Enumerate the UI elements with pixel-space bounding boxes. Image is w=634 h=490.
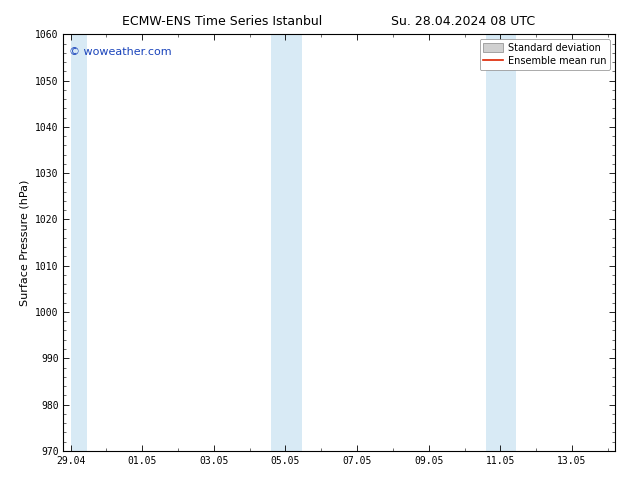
- Y-axis label: Surface Pressure (hPa): Surface Pressure (hPa): [20, 179, 30, 306]
- Text: © woweather.com: © woweather.com: [69, 47, 172, 57]
- Bar: [486, 34, 500, 451]
- Bar: [285, 34, 302, 451]
- Text: Su. 28.04.2024 08 UTC: Su. 28.04.2024 08 UTC: [391, 15, 535, 28]
- Text: ECMW-ENS Time Series Istanbul: ECMW-ENS Time Series Istanbul: [122, 15, 322, 28]
- Bar: [271, 34, 285, 451]
- Legend: Standard deviation, Ensemble mean run: Standard deviation, Ensemble mean run: [479, 39, 610, 70]
- Bar: [70, 34, 87, 451]
- Bar: [500, 34, 517, 451]
